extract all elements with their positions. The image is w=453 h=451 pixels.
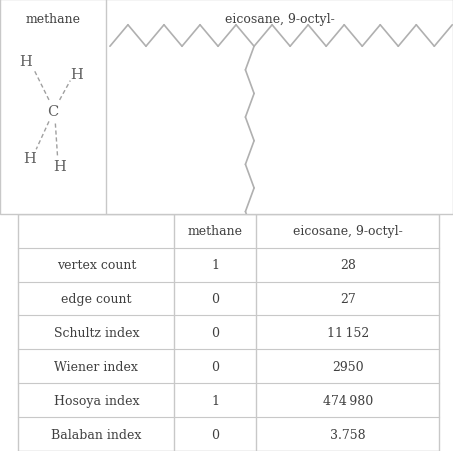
Text: 474 980: 474 980 xyxy=(323,394,373,407)
Text: 2950: 2950 xyxy=(332,360,363,373)
Text: 0: 0 xyxy=(211,326,219,339)
Text: 1: 1 xyxy=(211,258,219,272)
Text: 0: 0 xyxy=(211,428,219,441)
Text: Hosoya index: Hosoya index xyxy=(53,394,139,407)
Text: H: H xyxy=(70,68,83,82)
Text: eicosane, 9-octyl-: eicosane, 9-octyl- xyxy=(293,225,403,238)
Text: Balaban index: Balaban index xyxy=(51,428,141,441)
Text: 27: 27 xyxy=(340,292,356,305)
Text: 0: 0 xyxy=(211,360,219,373)
Text: 11 152: 11 152 xyxy=(327,326,369,339)
Text: methane: methane xyxy=(188,225,243,238)
Text: 0: 0 xyxy=(211,292,219,305)
Text: 1: 1 xyxy=(211,394,219,407)
Text: edge count: edge count xyxy=(61,292,131,305)
Text: H: H xyxy=(19,55,32,69)
Text: H: H xyxy=(53,160,66,174)
Text: C: C xyxy=(48,105,59,118)
Text: vertex count: vertex count xyxy=(57,258,136,272)
Text: 28: 28 xyxy=(340,258,356,272)
Text: H: H xyxy=(24,152,36,166)
Text: Schultz index: Schultz index xyxy=(53,326,139,339)
Text: 3.758: 3.758 xyxy=(330,428,366,441)
Text: eicosane, 9-octyl-: eicosane, 9-octyl- xyxy=(225,13,335,26)
Text: methane: methane xyxy=(26,13,81,26)
Text: Wiener index: Wiener index xyxy=(54,360,138,373)
